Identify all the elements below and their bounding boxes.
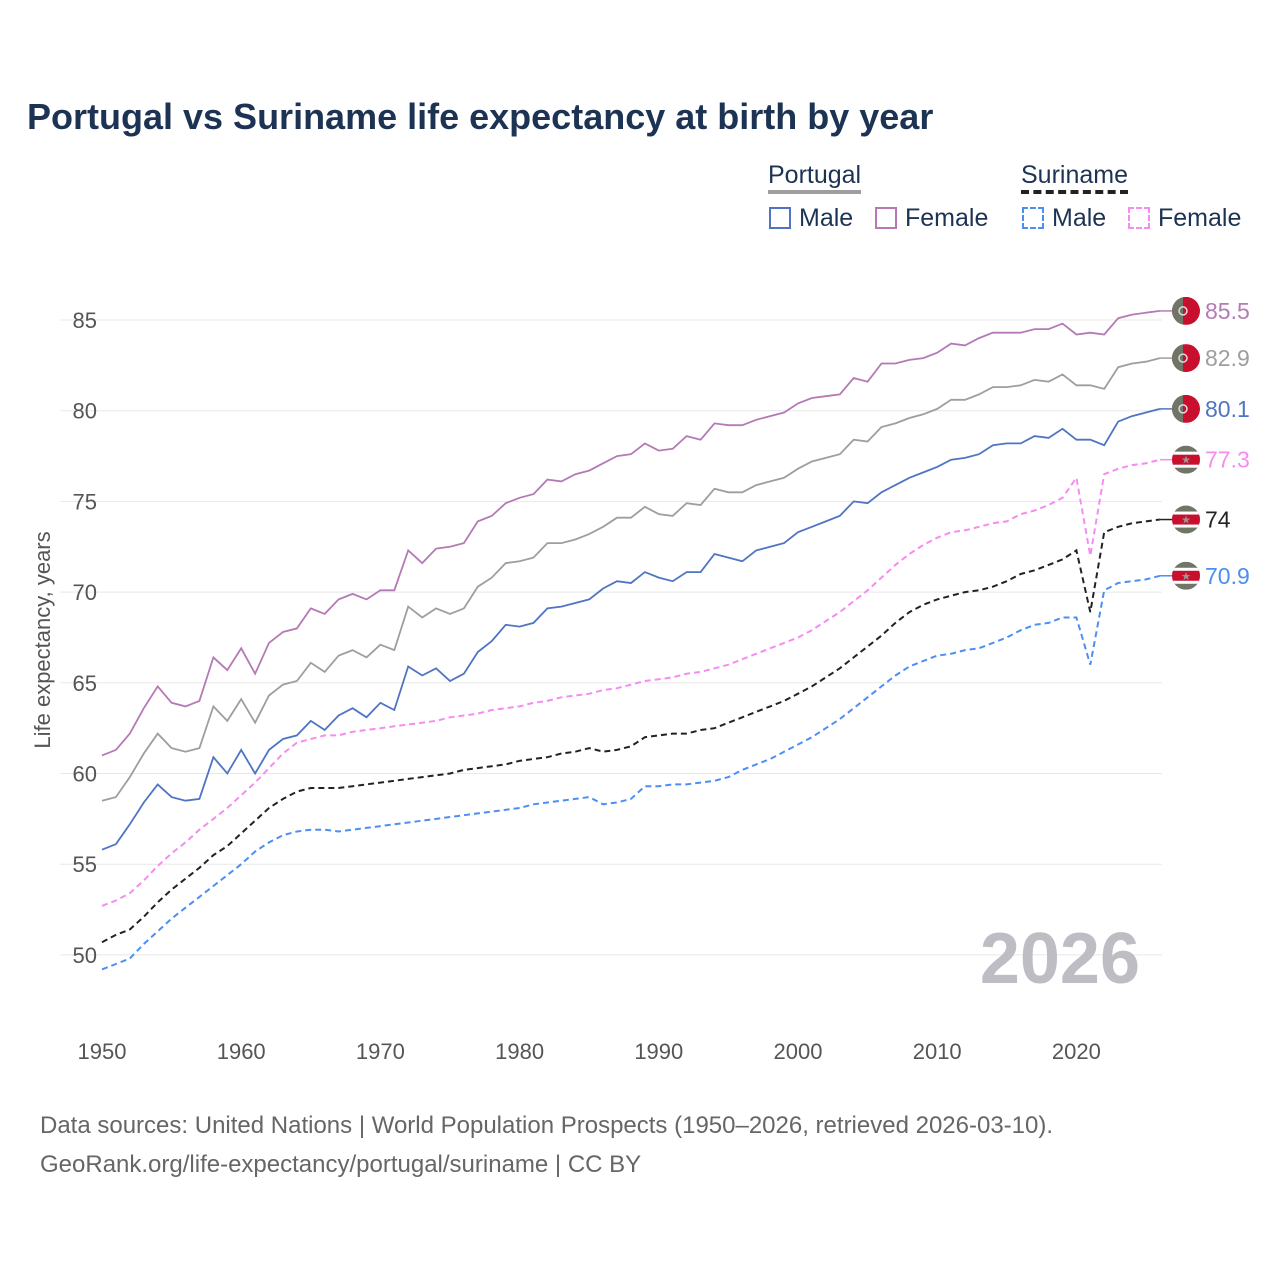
end-value-label: 74 [1205, 507, 1231, 533]
y-tick-label: 80 [73, 399, 97, 424]
legend-portugal-male: Male [799, 204, 854, 232]
y-tick-label: 50 [73, 943, 97, 968]
source-note: Data sources: United Nations | World Pop… [40, 1106, 1053, 1184]
legend-suriname-female: Female [1158, 204, 1242, 232]
legend-suriname-male: Male [1052, 204, 1107, 232]
y-tick-label: 60 [73, 762, 97, 787]
x-tick-label: 1970 [356, 1039, 405, 1064]
portugal-flag-icon [1172, 394, 1200, 423]
svg-text:★: ★ [1181, 571, 1191, 583]
x-tick-label: 1980 [495, 1039, 544, 1064]
legend-swatch-suriname-female [1128, 207, 1150, 229]
x-tick-label: 2020 [1052, 1039, 1101, 1064]
chart-title: Portugal vs Suriname life expectancy at … [27, 96, 934, 137]
legend-suriname-heading: Suriname [1021, 160, 1128, 194]
series-line-portugal [101, 357, 1161, 802]
end-value-label: 70.9 [1205, 563, 1250, 589]
svg-text:★: ★ [1181, 455, 1191, 467]
y-tick-label: 85 [73, 308, 97, 333]
legend-swatch-portugal-male [769, 207, 791, 229]
y-axis-label: Life expectancy, years [30, 531, 55, 748]
series-line-suriname [101, 518, 1161, 944]
legend-portugal-heading: Portugal [768, 160, 862, 194]
y-tick-label: 55 [73, 852, 97, 877]
end-value-label: 77.3 [1205, 447, 1250, 473]
x-tick-label: 2010 [913, 1039, 962, 1064]
series-line-portugal-male [101, 408, 1161, 851]
svg-text:★: ★ [1181, 515, 1191, 527]
end-value-label: 80.1 [1205, 396, 1250, 422]
source-line-1: Data sources: United Nations | World Pop… [40, 1112, 1054, 1139]
legend-swatch-portugal-female [875, 207, 897, 229]
legend-swatch-suriname-male [1022, 207, 1044, 229]
x-tick-label: 1950 [78, 1039, 127, 1064]
series-line-portugal-female [101, 310, 1161, 757]
portugal-flag-icon [1172, 344, 1200, 373]
x-tick-label: 2000 [774, 1039, 823, 1064]
year-watermark: 2026 [980, 919, 1140, 999]
suriname-flag-icon: ★ [1172, 561, 1200, 590]
suriname-flag-icon: ★ [1172, 445, 1200, 474]
series-line-suriname-female [101, 458, 1161, 907]
suriname-flag-icon: ★ [1172, 505, 1200, 534]
portugal-flag-icon [1172, 296, 1200, 325]
y-tick-label: 70 [73, 580, 97, 605]
end-value-label: 82.9 [1205, 345, 1250, 371]
x-tick-label: 1960 [217, 1039, 266, 1064]
legend-portugal-female: Female [905, 204, 989, 232]
y-tick-label: 75 [73, 489, 97, 514]
source-line-2[interactable]: GeoRank.org/life-expectancy/portugal/sur… [40, 1151, 642, 1178]
series-line-suriname-male [101, 574, 1161, 971]
x-tick-label: 1990 [634, 1039, 683, 1064]
end-value-label: 85.5 [1205, 298, 1250, 324]
y-tick-label: 65 [73, 671, 97, 696]
